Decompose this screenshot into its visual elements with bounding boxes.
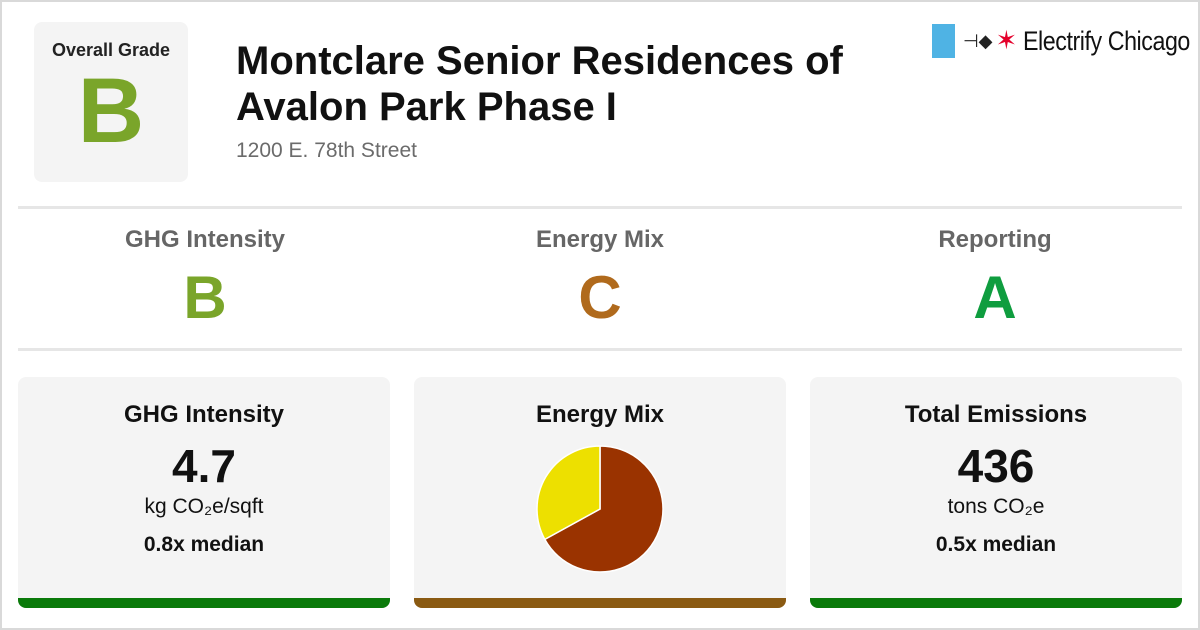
card-ghg-intensity: GHG Intensity 4.7 kg CO₂e/sqft 0.8x medi… [18, 377, 390, 608]
subgrade-ghg-intensity: GHG Intensity B [55, 226, 355, 330]
card-energy-mix: Energy Mix [414, 377, 786, 608]
card-total-emissions: Total Emissions 436 tons CO₂e 0.5x media… [810, 377, 1182, 608]
ghg-intensity-value: 4.7 [172, 440, 236, 492]
building-address: 1200 E. 78th Street [236, 139, 417, 162]
grade-color-bar [414, 598, 786, 608]
divider-middle [18, 348, 1182, 351]
card-title: Total Emissions [904, 401, 1088, 428]
plug-icon: ⊣◆ [963, 30, 993, 52]
subgrade-label: GHG Intensity [124, 226, 286, 253]
pie-slice-1 [536, 445, 601, 541]
subgrade-letter: A [973, 264, 1017, 331]
subgrade-letter: B [183, 264, 227, 331]
chicago-star-icon: ✶ [995, 26, 1018, 56]
subgrade-energy-mix: Energy Mix C [450, 226, 750, 330]
flag-icon [932, 24, 955, 58]
grade-color-bar [18, 598, 390, 608]
electrify-chicago-logo[interactable]: ⊣◆ ✶ Electrify Chicago [932, 24, 1200, 58]
overall-grade-box: Overall Grade B [34, 22, 188, 182]
subgrade-label: Energy Mix [535, 226, 665, 253]
subgrade-letter: C [578, 264, 622, 331]
card-title: GHG Intensity [123, 401, 285, 428]
energy-mix-pie-chart [536, 445, 664, 573]
total-emissions-unit: tons CO₂e [947, 495, 1045, 518]
ghg-intensity-median: 0.8x median [143, 533, 265, 556]
subgrade-reporting: Reporting A [845, 226, 1145, 330]
card-title: Energy Mix [535, 401, 665, 428]
ghg-intensity-unit: kg CO₂e/sqft [144, 495, 264, 518]
logo-text: Electrify Chicago [1023, 25, 1191, 56]
overall-grade-letter: B [77, 60, 145, 162]
divider-top [18, 206, 1182, 209]
subgrade-label: Reporting [938, 226, 1052, 253]
total-emissions-median: 0.5x median [935, 533, 1057, 556]
total-emissions-value: 436 [957, 440, 1035, 492]
building-title: Montclare Senior Residences of Avalon Pa… [236, 39, 843, 129]
grade-color-bar [810, 598, 1182, 608]
overall-grade-label: Overall Grade [51, 40, 171, 60]
pie-slice-0 [543, 445, 664, 573]
